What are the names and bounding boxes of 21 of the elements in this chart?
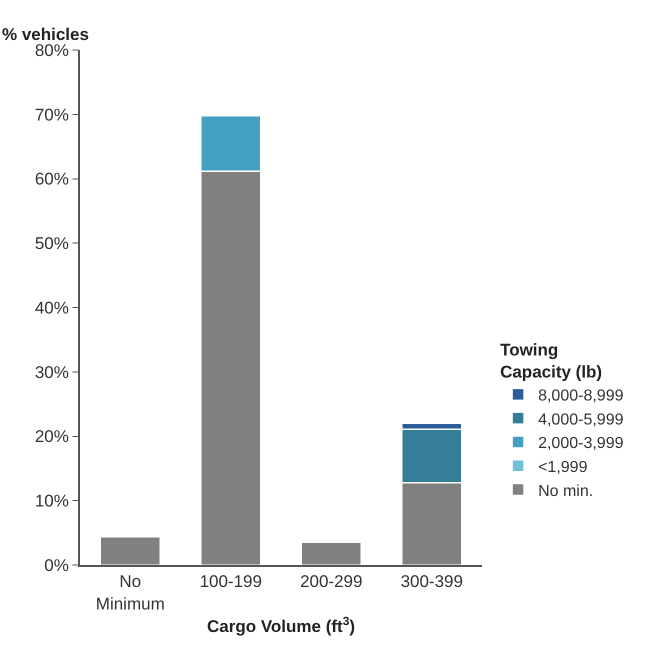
y-tick-label: 60%	[34, 170, 69, 189]
legend-title: Towing Capacity (lb)	[500, 340, 602, 382]
x-tick-label: 100-199	[200, 572, 262, 592]
x-tick-label: 200-299	[300, 572, 362, 592]
legend-label: 2,000-3,999	[538, 435, 624, 452]
legend-label: <1,999	[538, 458, 588, 476]
y-tick-label: 50%	[34, 234, 69, 254]
y-tick-label: 10%	[34, 492, 69, 511]
y-tick-label: 0%	[44, 556, 69, 575]
legend-label: 4,000-5,999	[538, 411, 624, 428]
y-tick-label: 20%	[34, 427, 69, 446]
bar	[300, 542, 362, 565]
bar	[99, 536, 162, 565]
x-tick-label: 300-399	[400, 572, 463, 592]
legend-label: No min.	[538, 482, 594, 500]
y-tick-label: 40%	[34, 298, 69, 318]
x-axis-title: Cargo Volume (ft$^{3}$)	[207, 614, 355, 636]
x-tick-label: No Minimum	[96, 572, 165, 614]
legend-label: 8,000-8,999	[538, 388, 624, 405]
y-tick-label: 70%	[34, 105, 69, 124]
y-tick-label: 30%	[34, 362, 69, 382]
